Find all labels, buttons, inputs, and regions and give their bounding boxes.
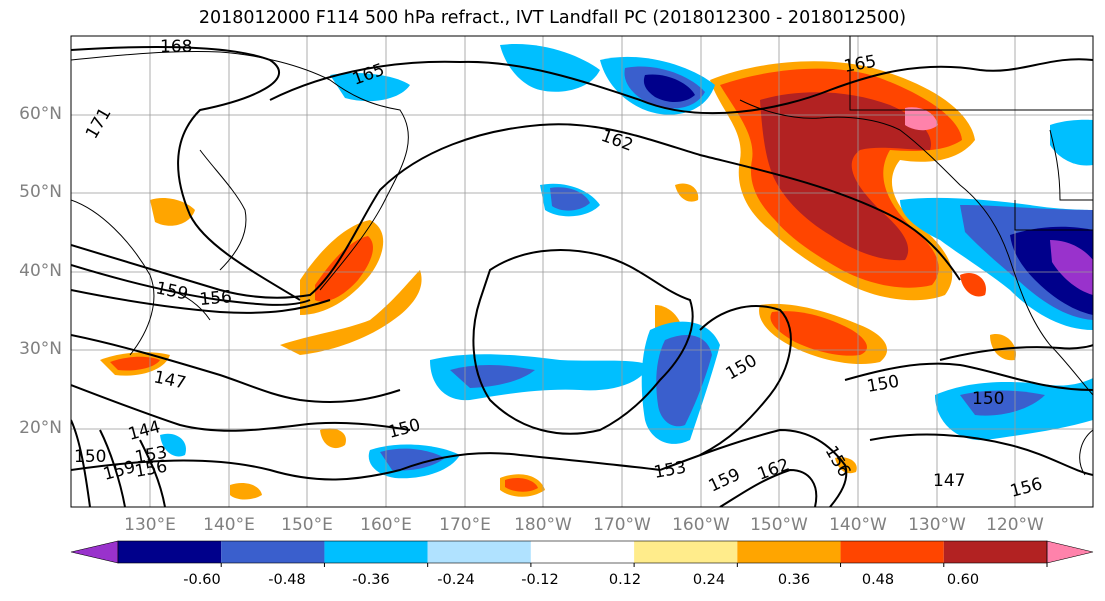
colorbar-tick-label: 0.24 <box>692 572 726 588</box>
graticule <box>71 36 1093 507</box>
lon-label: 150°W <box>750 515 808 535</box>
lon-label: 140°W <box>829 515 887 535</box>
colorbar-segment <box>530 541 635 563</box>
colorbar-segment <box>943 541 1047 563</box>
lon-label: 170°E <box>439 515 491 535</box>
lon-label: 170°W <box>593 515 651 535</box>
lat-label: 50°N <box>19 182 62 202</box>
colorbar-tick-label: 0.12 <box>608 572 642 588</box>
colorbar-tick-label: 0.60 <box>946 572 980 588</box>
height-contours <box>71 46 1093 507</box>
lat-label: 20°N <box>19 418 62 438</box>
positive-anomaly-shading <box>100 61 1016 500</box>
lon-label: 180°W <box>514 515 572 535</box>
colorbar-tick-label: -0.24 <box>437 572 475 588</box>
lon-label: 130°E <box>124 515 176 535</box>
colorbar-tick-label: 0.36 <box>777 572 811 588</box>
contour-label: 156 <box>199 287 233 310</box>
colorbar-tick-label: -0.12 <box>521 572 559 588</box>
lon-label: 120°W <box>986 515 1044 535</box>
colorbar-tick-label: -0.48 <box>268 572 306 588</box>
colorbar-tick-label: 0.48 <box>861 572 895 588</box>
map-title: 2018012000 F114 500 hPa refract., IVT La… <box>198 8 907 28</box>
lat-label: 60°N <box>19 104 62 124</box>
colorbar-segment <box>324 541 428 563</box>
colorbar-segment <box>221 541 325 563</box>
contour-label: 147 <box>933 471 965 491</box>
colorbar-extend-min <box>70 540 119 564</box>
lon-label: 130°W <box>908 515 966 535</box>
colorbar-extend-max <box>1046 540 1094 564</box>
lon-label: 150°E <box>281 515 333 535</box>
contour-label: 168 <box>160 37 192 57</box>
colorbar-segment <box>634 541 738 563</box>
colorbar-segment <box>840 541 944 563</box>
lat-label: 40°N <box>19 261 62 281</box>
coastlines <box>71 36 1093 476</box>
lat-label: 30°N <box>19 339 62 359</box>
colorbar <box>70 540 1094 567</box>
lon-label: 140°E <box>203 515 255 535</box>
colorbar-segment <box>737 541 841 563</box>
contour-label: 150 <box>972 389 1004 409</box>
colorbar-border <box>117 540 1048 564</box>
lon-label: 160°W <box>672 515 730 535</box>
colorbar-segment <box>427 541 531 563</box>
colorbar-tick-label: -0.36 <box>352 572 390 588</box>
colorbar-tick-label: -0.60 <box>183 572 221 588</box>
contour-label: 150 <box>74 447 106 467</box>
lon-label: 160°E <box>360 515 412 535</box>
negative-anomaly-shading <box>160 44 1093 479</box>
colorbar-segment <box>118 541 222 563</box>
